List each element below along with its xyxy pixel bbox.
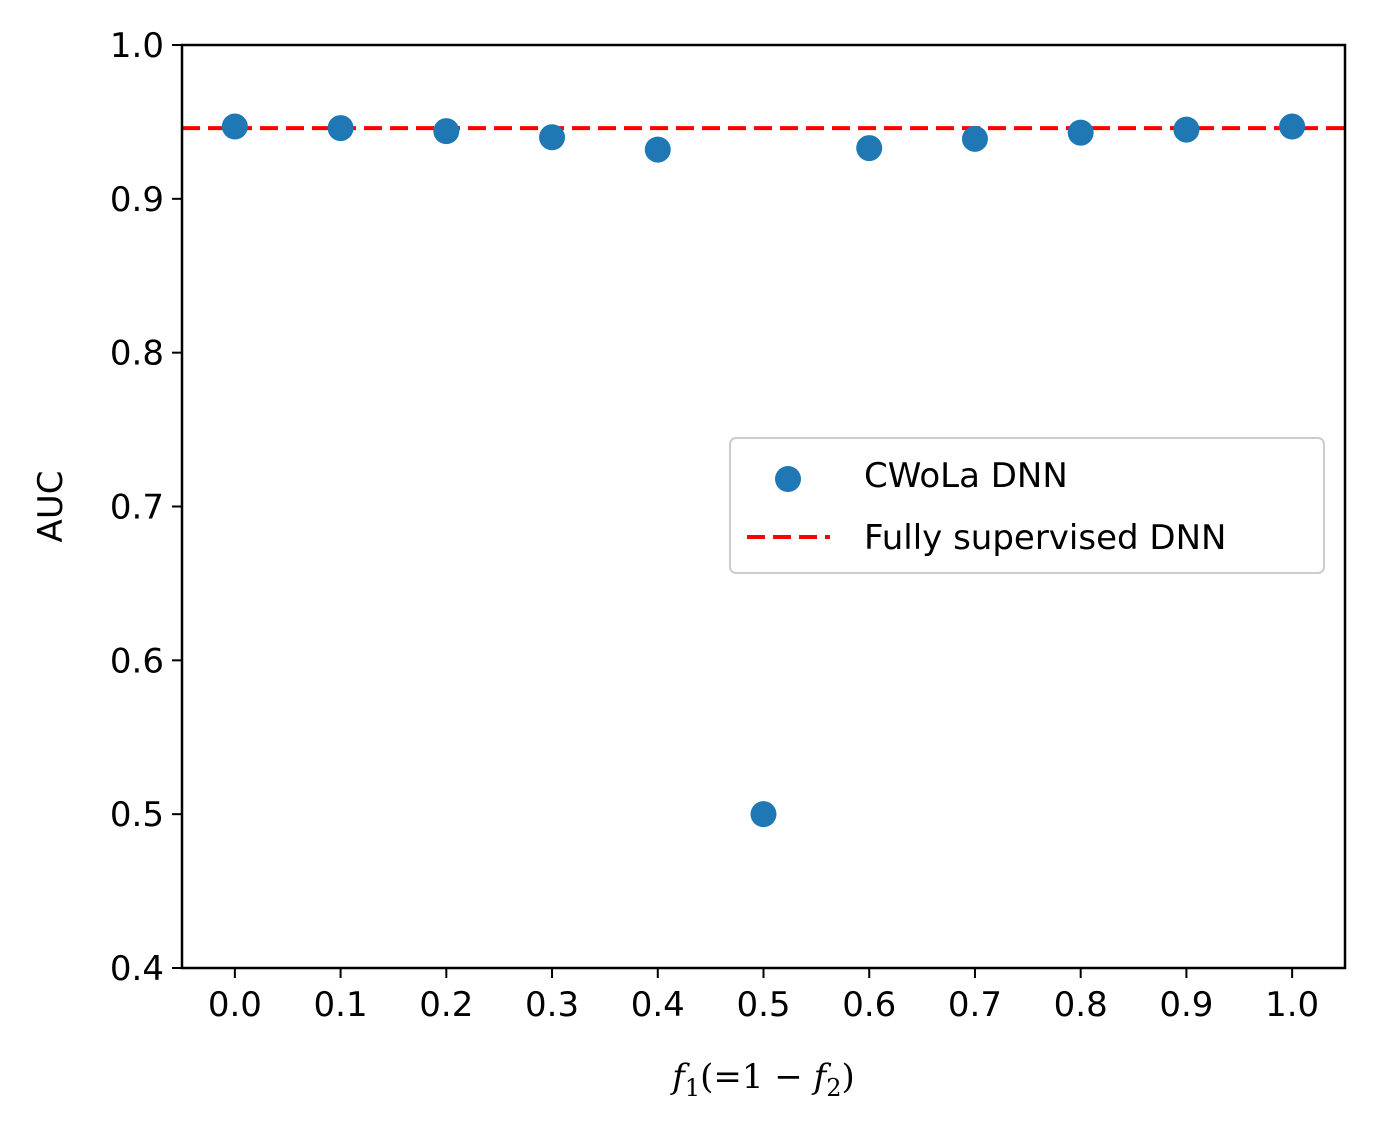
legend-items: CWoLa DNN Fully supervised DNN	[747, 456, 1226, 558]
data-point	[856, 135, 883, 162]
data-point	[327, 115, 354, 142]
y-axis-label: AUC	[31, 471, 71, 543]
y-tick-label: 0.9	[110, 180, 164, 220]
x-tick-label: 0.1	[314, 985, 368, 1025]
legend-label: CWoLa DNN	[864, 456, 1068, 496]
data-point	[221, 113, 248, 140]
y-tick-label: 0.4	[110, 949, 164, 989]
y-tick-label: 0.5	[110, 795, 164, 835]
data-point	[1173, 116, 1200, 143]
legend-label: Fully supervised DNN	[864, 518, 1226, 558]
x-tick-label: 0.4	[631, 985, 685, 1025]
x-tick-label: 0.8	[1054, 985, 1108, 1025]
y-tick-label: 0.6	[110, 641, 164, 681]
x-tick-label: 0.5	[736, 985, 790, 1025]
legend-box	[729, 437, 1325, 574]
legend: CWoLa DNN Fully supervised DNN	[729, 437, 1325, 574]
data-point	[1067, 119, 1094, 146]
x-tick-label: 0.6	[842, 985, 896, 1025]
x-tick-label: 1.0	[1265, 985, 1319, 1025]
x-tick-label: 0.2	[419, 985, 473, 1025]
x-tick-label: 0.0	[208, 985, 262, 1025]
data-point	[961, 125, 988, 152]
y-tick-label: 0.8	[110, 334, 164, 374]
y-tick-label: 0.7	[110, 488, 164, 528]
data-point	[1279, 113, 1306, 140]
data-point	[539, 124, 566, 151]
legend-marker-cwola	[775, 466, 801, 492]
x-axis-label: f1(=1 − f2)	[669, 1057, 855, 1102]
x-tick-label: 0.3	[525, 985, 579, 1025]
data-points	[221, 113, 1306, 828]
x-axis-ticks: 0.0 0.1 0.2 0.3 0.4 0.5 0.6 0.7 0.8 0.9 1.0	[208, 968, 1319, 1025]
x-tick-label: 0.7	[948, 985, 1002, 1025]
y-tick-label: 1.0	[110, 26, 164, 66]
plot-area	[180, 43, 1347, 970]
data-point	[433, 118, 460, 145]
x-tick-label: 0.9	[1159, 985, 1213, 1025]
y-axis-ticks: 0.4 0.5 0.6 0.7 0.8 0.9 1.0	[110, 26, 182, 989]
data-point	[750, 801, 777, 828]
data-point	[644, 136, 671, 163]
